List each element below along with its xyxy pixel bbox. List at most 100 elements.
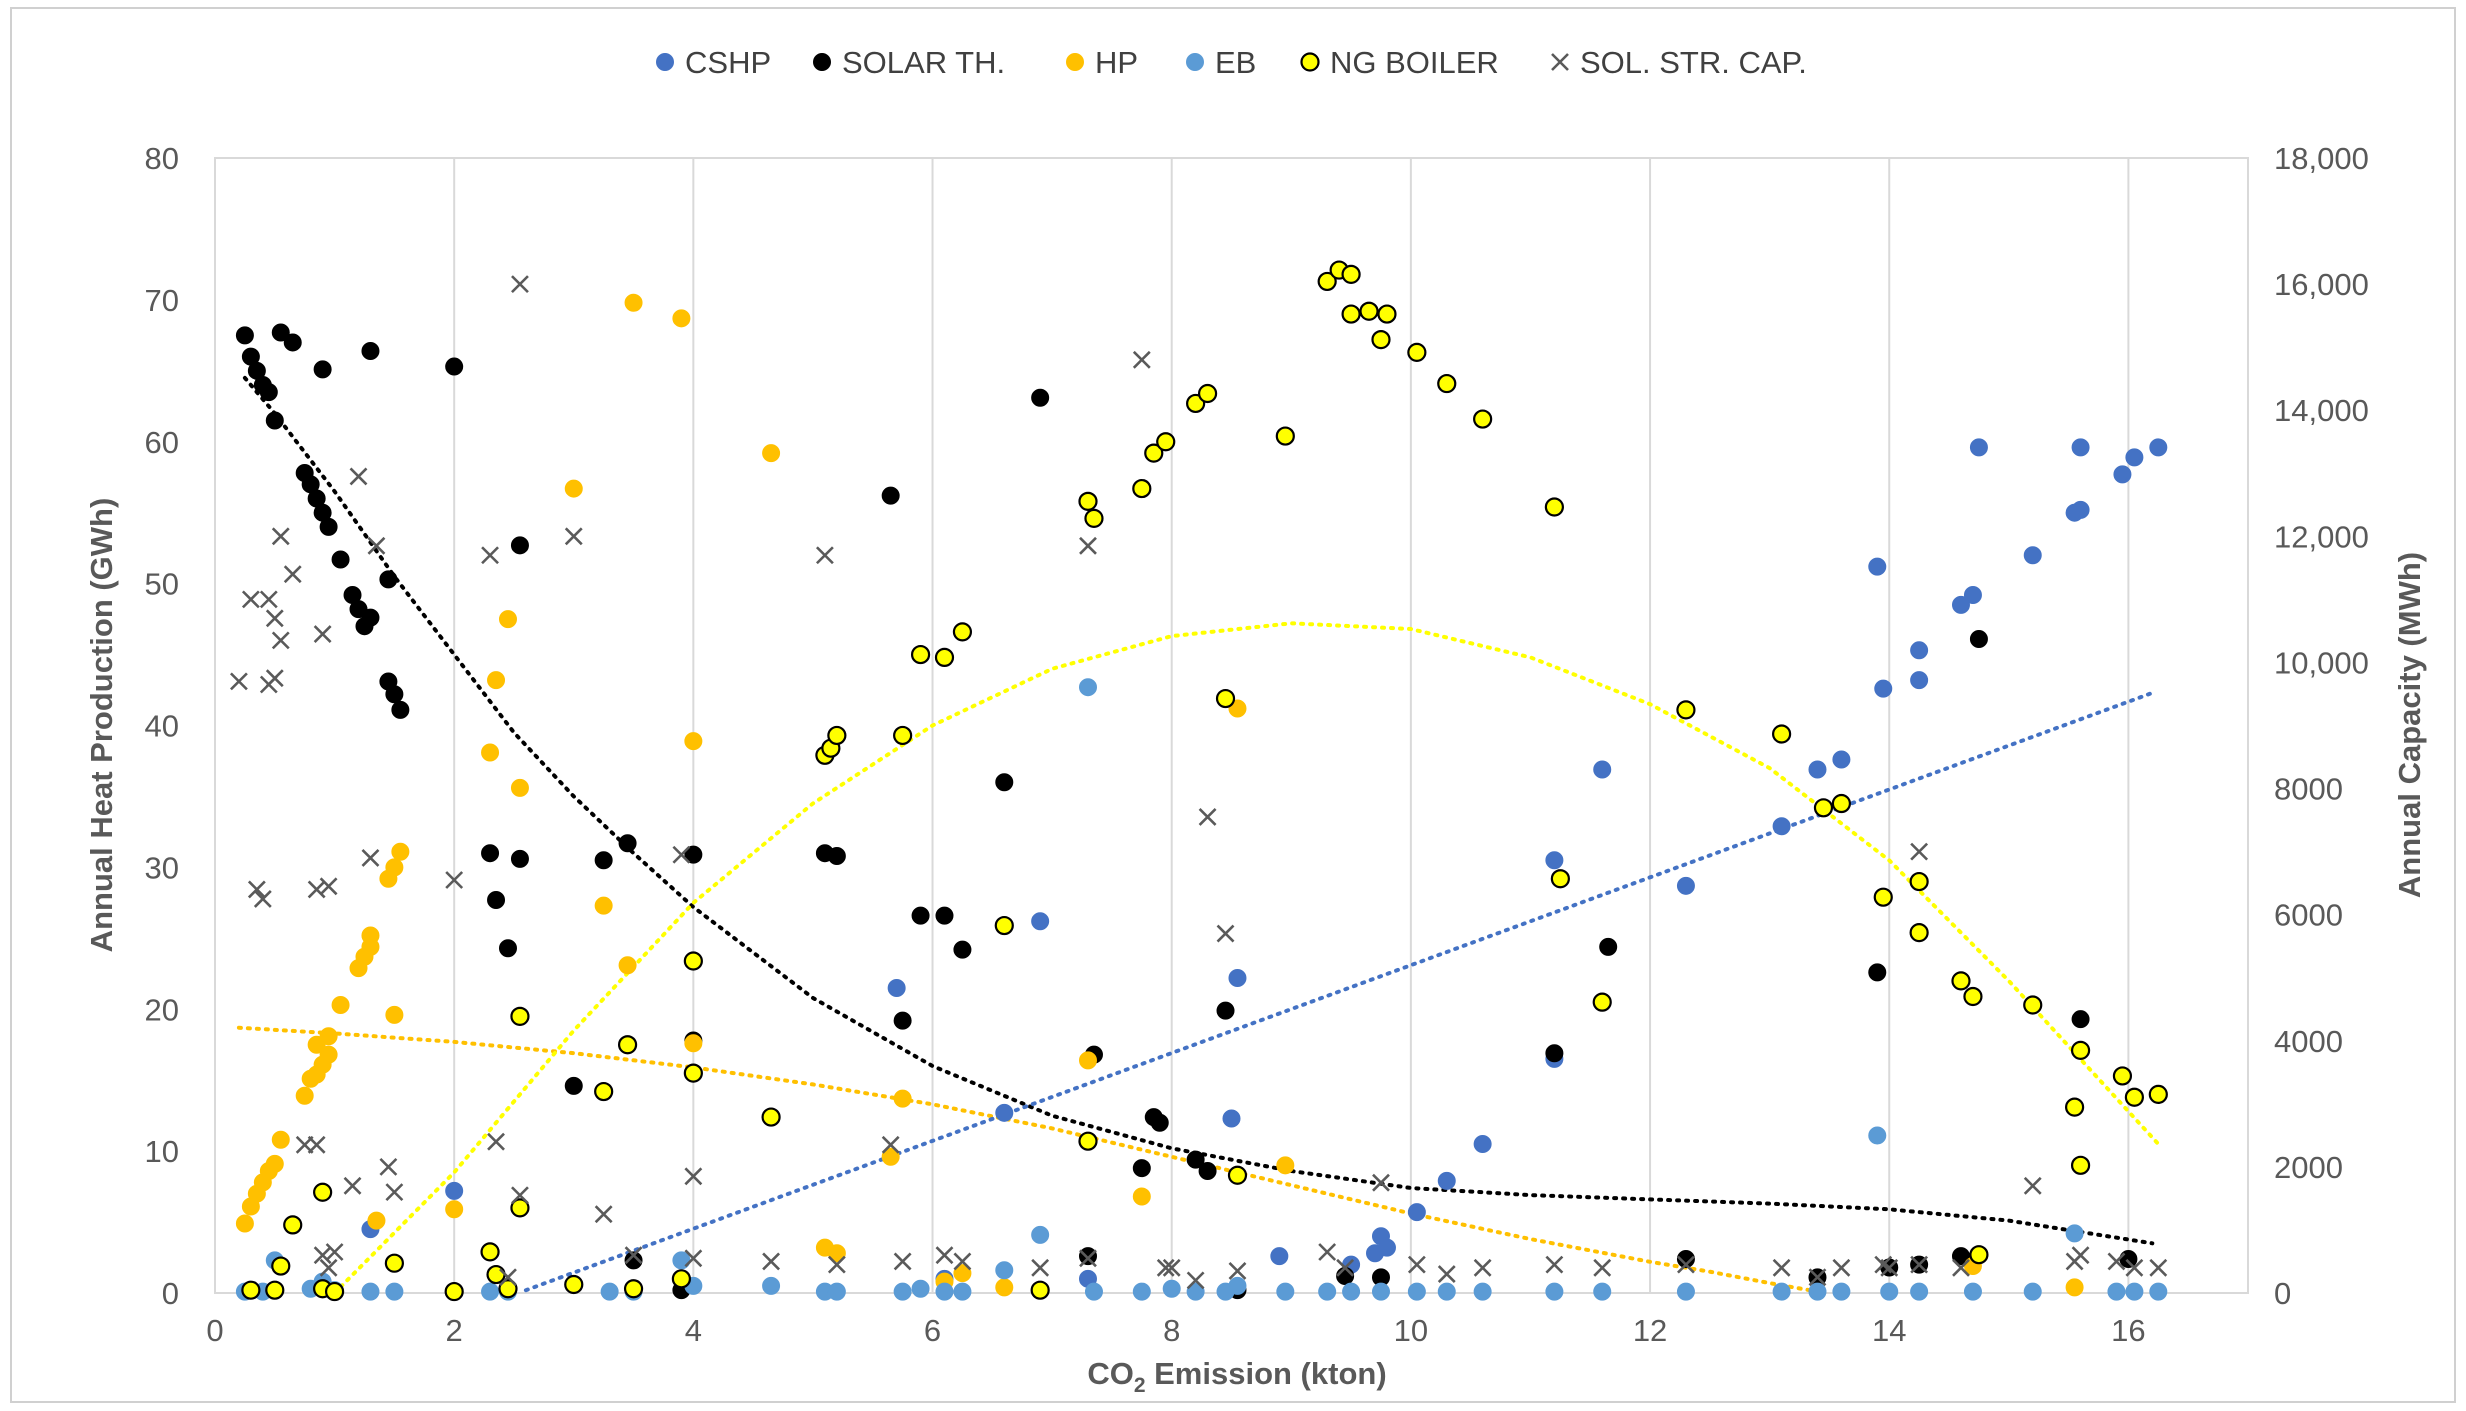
point-sol-str-cap xyxy=(881,1135,900,1154)
point-solar-th xyxy=(624,1251,643,1270)
point-hp xyxy=(618,956,637,975)
point-sol-str-cap xyxy=(385,1183,404,1202)
point-ng-boiler xyxy=(486,1264,506,1285)
point-cshp xyxy=(2071,438,2090,457)
point-ng-boiler xyxy=(1371,330,1391,350)
point-sol-str-cap xyxy=(265,609,284,628)
point-sol-str-cap xyxy=(1156,1258,1175,1277)
y-left-tick-label: 50 xyxy=(145,567,179,602)
point-hp xyxy=(1276,1156,1295,1175)
point-ng-boiler xyxy=(1275,426,1295,446)
point-ng-boiler xyxy=(952,622,973,642)
x-tick-label: 16 xyxy=(2111,1313,2145,1348)
point-ng-boiler xyxy=(2148,1084,2168,1104)
point-solar-th xyxy=(487,891,506,910)
point-eb xyxy=(1371,1282,1390,1301)
point-ng-boiler xyxy=(2070,1155,2091,1175)
point-ng-boiler xyxy=(683,951,703,971)
point-cshp xyxy=(1676,876,1695,895)
point-hp xyxy=(672,309,691,328)
point-sol-str-cap xyxy=(1910,1255,1929,1274)
series-sol-str-cap xyxy=(229,275,2168,1290)
point-ng-boiler xyxy=(1963,986,1983,1007)
point-solar-th xyxy=(510,849,529,868)
point-cshp xyxy=(2023,546,2042,565)
point-sol-str-cap xyxy=(684,1249,703,1268)
point-ng-boiler xyxy=(1951,971,1971,991)
point-solar-th xyxy=(271,323,290,342)
point-ng-boiler xyxy=(1909,871,1929,892)
point-ng-boiler xyxy=(1215,688,1236,709)
point-solar-th xyxy=(331,550,350,569)
x-axis-title-rest: Emission (kton) xyxy=(1146,1356,1387,1391)
point-cshp xyxy=(1910,641,1929,660)
point-hp xyxy=(594,896,613,915)
point-cshp xyxy=(2125,448,2144,467)
point-cshp xyxy=(1473,1135,1492,1154)
point-cshp xyxy=(1545,851,1564,870)
point-sol-str-cap xyxy=(672,845,691,864)
point-sol-str-cap xyxy=(349,467,368,486)
point-ng-boiler xyxy=(671,1269,691,1289)
point-sol-str-cap xyxy=(1677,1255,1695,1274)
point-eb xyxy=(995,1261,1014,1280)
legend-item-cshp: CSHP xyxy=(656,45,771,80)
series-hp xyxy=(235,293,2084,1297)
y-right-tick-label: 12,000 xyxy=(2274,519,2369,554)
point-ng-boiler xyxy=(2124,1087,2144,1107)
point-sol-str-cap xyxy=(367,536,386,555)
point-ng-boiler xyxy=(283,1215,303,1235)
point-solar-th xyxy=(361,608,380,627)
point-sol-str-cap xyxy=(1772,1258,1791,1277)
point-hp xyxy=(510,778,529,797)
point-hp xyxy=(953,1264,972,1283)
point-ng-boiler xyxy=(384,1253,404,1273)
point-cshp xyxy=(1808,760,1827,779)
point-ng-boiler xyxy=(1407,342,1427,362)
point-eb xyxy=(1342,1282,1361,1301)
point-ng-boiler xyxy=(444,1281,464,1302)
point-eb xyxy=(827,1282,846,1301)
point-hp xyxy=(498,610,517,629)
legend-marker xyxy=(656,53,674,71)
series-ng-boiler xyxy=(241,260,2168,1302)
solar-th-trend-line xyxy=(242,375,2155,1246)
point-ng-boiler xyxy=(313,1182,333,1202)
point-cshp xyxy=(2149,438,2168,457)
point-cshp xyxy=(1222,1109,1241,1128)
point-hp xyxy=(564,479,583,498)
point-sol-str-cap xyxy=(283,565,302,584)
point-ng-boiler xyxy=(1227,1165,1248,1185)
point-cshp xyxy=(1951,595,1970,614)
point-cshp xyxy=(1874,679,1893,698)
point-eb xyxy=(1963,1282,1982,1301)
point-eb xyxy=(1880,1282,1899,1301)
point-hp xyxy=(624,293,643,312)
series-solar-th xyxy=(235,323,2138,1300)
point-ng-boiler xyxy=(1341,264,1361,284)
point-sol-str-cap xyxy=(1216,924,1235,943)
point-eb xyxy=(2149,1282,2168,1301)
legend-marker xyxy=(1551,53,1569,71)
point-eb xyxy=(1593,1282,1612,1301)
point-solar-th xyxy=(2119,1249,2138,1268)
point-solar-th xyxy=(510,536,529,555)
point-cshp xyxy=(1377,1238,1396,1257)
point-solar-th xyxy=(313,360,332,379)
point-ng-boiler xyxy=(827,725,847,746)
y-axis-left-title: Annual Heat Production (GWh) xyxy=(84,498,119,953)
x-tick-label: 4 xyxy=(685,1313,702,1348)
point-solar-th xyxy=(953,940,972,959)
x-tick-label: 8 xyxy=(1163,1313,1180,1348)
point-sol-str-cap xyxy=(1162,1258,1181,1277)
legend-item-solar-th: SOLAR TH. xyxy=(813,45,1005,80)
point-hp xyxy=(319,1027,338,1046)
y-right-tick-label: 14,000 xyxy=(2274,393,2369,428)
point-sol-str-cap xyxy=(624,1246,643,1265)
point-sol-str-cap xyxy=(481,546,499,565)
legend-label: SOLAR TH. xyxy=(842,45,1005,80)
point-sol-str-cap xyxy=(319,877,338,896)
point-cshp xyxy=(445,1181,464,1200)
point-hp xyxy=(385,858,404,877)
point-ng-boiler xyxy=(510,1198,530,1218)
